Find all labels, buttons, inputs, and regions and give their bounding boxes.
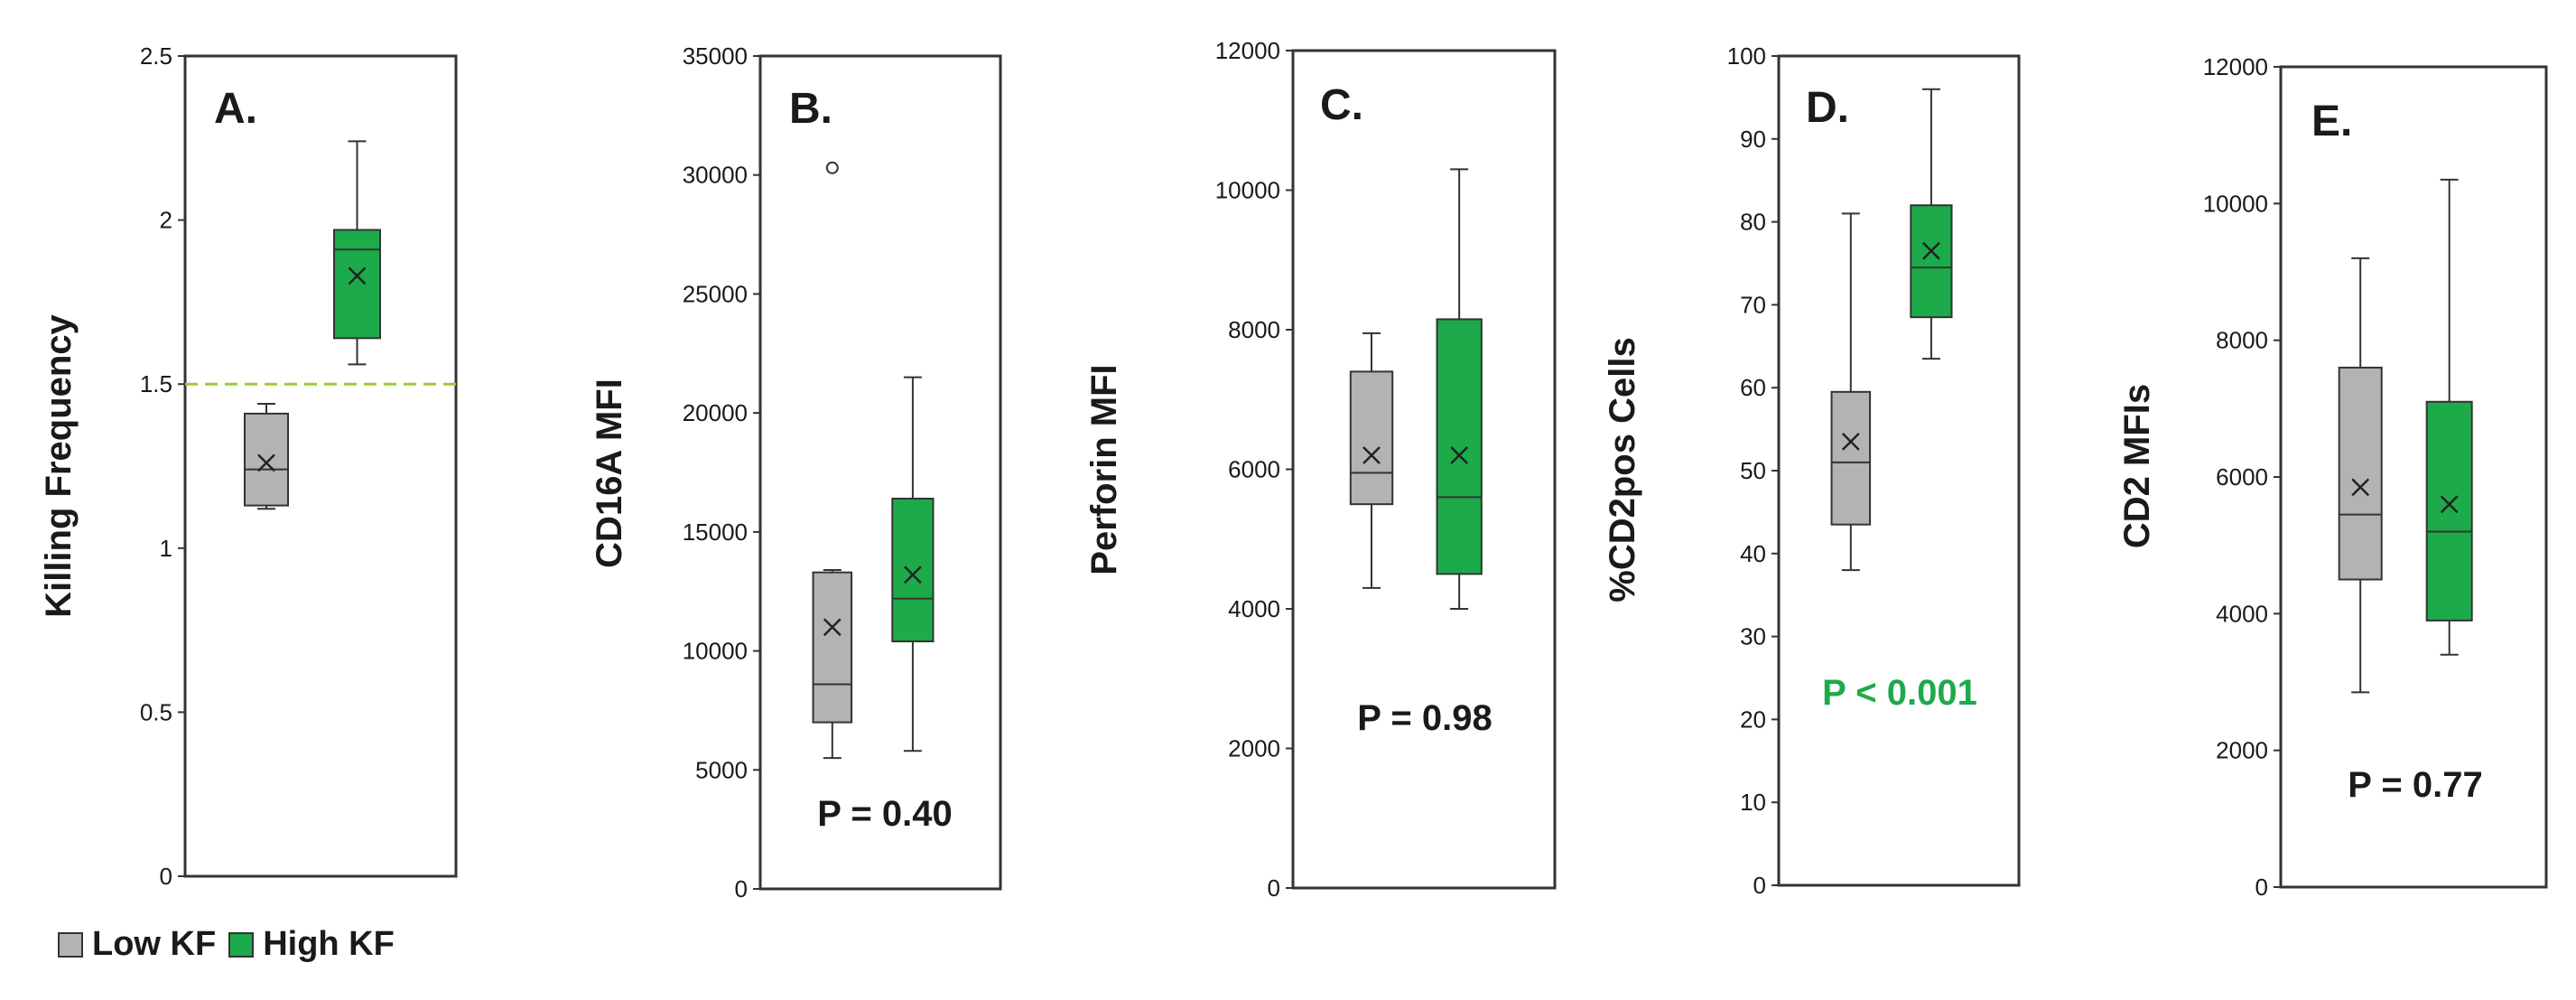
panel-1-low-box <box>244 412 289 507</box>
panel-5-p-value: P = 0.77 <box>2348 765 2482 805</box>
legend-item-high: High KF <box>228 925 395 964</box>
panel-1-low-mean-marker <box>257 453 275 472</box>
panel-1-ytick-label: 0 <box>160 863 172 890</box>
panel-5-ylabel: CD2 MFIs <box>2117 384 2157 548</box>
panel-4-ytick-label: 100 <box>1727 42 1766 70</box>
panel-4-ytick-label: 70 <box>1740 291 1766 318</box>
panel-4-ytick-label: 0 <box>1753 872 1766 899</box>
legend-label-high: High KF <box>263 925 395 963</box>
panel-4-ytick-label: 80 <box>1740 209 1766 236</box>
panel-5-frame <box>2279 65 2548 889</box>
panel-1-high-mean-marker <box>348 266 367 285</box>
panel-4-high-box <box>1910 204 1953 319</box>
panel-4-ytick-label: 20 <box>1740 706 1766 733</box>
panel-5-ytick-label: 12000 <box>2203 53 2268 80</box>
panel-3-p-value: P = 0.98 <box>1357 698 1492 738</box>
panel-2-ytick-label: 15000 <box>683 519 748 546</box>
panel-4-low-mean-marker <box>1841 432 1860 451</box>
panel-5-high-box <box>2425 400 2473 621</box>
panel-3-frame <box>1291 49 1557 890</box>
panel-1-ytick-label: 1 <box>160 535 172 562</box>
panel-4-ytick-label: 40 <box>1740 540 1766 567</box>
panel-1-ylabel: Killing Frequency <box>39 313 79 617</box>
panel-3-ytick-label: 12000 <box>1215 37 1280 64</box>
panel-2-ytick-label: 0 <box>735 875 748 902</box>
panel-3-high-mean-marker <box>1450 446 1469 464</box>
panel-1-ytick-label: 2.5 <box>140 42 172 70</box>
panel-5-high-mean-marker <box>2440 495 2459 514</box>
panel-4-ytick-label: 50 <box>1740 457 1766 484</box>
panel-1-ytick-label: 0.5 <box>140 698 172 725</box>
panel-5-low-mean-marker <box>2351 478 2370 497</box>
panel-4-frame <box>1777 54 2021 887</box>
panel-3-ytick-label: 4000 <box>1228 595 1280 622</box>
panel-5-low-box <box>2338 366 2383 581</box>
panel-2-ylabel: CD16A MFI <box>590 379 629 568</box>
panel-2-ytick-label: 10000 <box>683 638 748 665</box>
legend-label-low: Low KF <box>92 925 217 963</box>
panel-4-ytick-label: 10 <box>1740 789 1766 816</box>
panel-3-ytick-label: 2000 <box>1228 735 1280 762</box>
panel-2-letter: B. <box>789 85 832 133</box>
panel-2-ytick-label: 20000 <box>683 399 748 426</box>
panel-3-letter: C. <box>1320 81 1363 129</box>
legend-swatch-low <box>58 931 83 958</box>
panel-3-ylabel: Perforin MFI <box>1084 364 1124 575</box>
panel-2-p-value: P = 0.40 <box>817 794 952 834</box>
panel-2-low-mean-marker <box>823 618 842 637</box>
panel-2-low-box <box>812 571 853 724</box>
panel-1-high-box <box>333 229 381 340</box>
legend-swatch-high <box>228 931 255 958</box>
panel-2-high-box <box>891 497 935 643</box>
panel-4-letter: D. <box>1806 84 1849 132</box>
panel-2-frame <box>758 54 1002 891</box>
legend: Low KF High KF <box>58 925 395 964</box>
panel-1-ytick-label: 1.5 <box>140 370 172 397</box>
panel-2-ytick-label: 30000 <box>683 162 748 189</box>
panel-3-ytick-label: 6000 <box>1228 456 1280 483</box>
panel-5-ytick-label: 4000 <box>2216 600 2268 627</box>
panel-4-p-value: P < 0.001 <box>1822 673 1977 713</box>
panel-4-ytick-label: 60 <box>1740 374 1766 401</box>
panel-5-ytick-label: 10000 <box>2203 190 2268 217</box>
panel-5-ytick-label: 0 <box>2255 874 2268 901</box>
panel-2-ytick-label: 35000 <box>683 42 748 70</box>
panel-2-high-mean-marker <box>904 565 922 584</box>
panel-3-ytick-label: 10000 <box>1215 177 1280 204</box>
panel-2-ytick-label: 5000 <box>695 756 748 783</box>
panel-4-ytick-label: 90 <box>1740 126 1766 153</box>
panel-2-low-outlier <box>825 161 839 174</box>
panel-3-low-box <box>1349 370 1394 506</box>
panel-5-ytick-label: 6000 <box>2216 463 2268 491</box>
panel-4-ylabel: %CD2pos Cells <box>1603 337 1642 602</box>
panel-5-letter: E. <box>2311 98 2352 145</box>
panel-1-frame <box>183 54 458 878</box>
panel-2-ytick-label: 25000 <box>683 280 748 307</box>
panel-1-letter: A. <box>214 85 257 133</box>
panel-3-low-mean-marker <box>1362 446 1381 464</box>
panel-3-high-box <box>1436 318 1483 575</box>
panel-5-ytick-label: 2000 <box>2216 737 2268 764</box>
panel-3-ytick-label: 8000 <box>1228 316 1280 343</box>
panel-5-ytick-label: 8000 <box>2216 327 2268 354</box>
panel-3-ytick-label: 0 <box>1268 874 1280 902</box>
panel-4-ytick-label: 30 <box>1740 623 1766 650</box>
panel-4-high-mean-marker <box>1922 241 1940 260</box>
panel-4-low-box <box>1830 390 1872 526</box>
panel-1-ytick-label: 2 <box>160 207 172 234</box>
legend-item-low: Low KF <box>58 925 216 964</box>
